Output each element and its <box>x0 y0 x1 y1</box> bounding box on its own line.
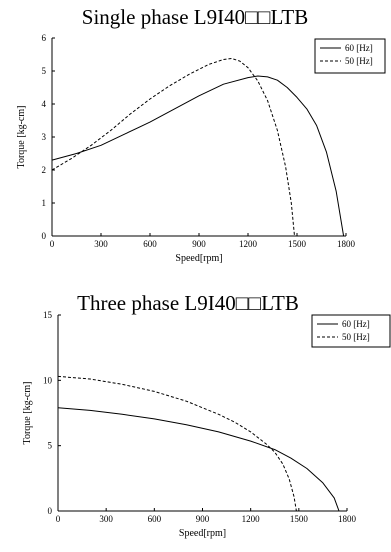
x-tick-label: 300 <box>94 239 108 249</box>
legend-label: 60 [Hz] <box>345 43 373 53</box>
series-line-60hz <box>51 75 345 237</box>
legend-box <box>314 38 386 74</box>
x-tick-label: 0 <box>56 514 61 524</box>
x-tick-label: 600 <box>148 514 162 524</box>
series-line-50hz <box>51 58 295 237</box>
legend: 60 [Hz] 50 [Hz] <box>314 38 386 74</box>
y-tick-label: 5 <box>48 441 53 451</box>
y-tick-label: 15 <box>43 310 53 320</box>
y-tick-label: 10 <box>43 375 53 385</box>
legend: 60 [Hz] 50 [Hz] <box>311 314 391 348</box>
y-tick-label: 3 <box>42 132 47 142</box>
x-tick-label: 900 <box>196 514 210 524</box>
legend-label: 50 [Hz] <box>345 56 373 66</box>
x-tick-label: 900 <box>192 239 206 249</box>
x-tick-label: 1500 <box>288 239 307 249</box>
legend-label: 50 [Hz] <box>342 332 370 342</box>
y-tick-label: 1 <box>42 198 47 208</box>
y-axis-label: Torque [kg-cm] <box>16 106 27 169</box>
x-tick-label: 600 <box>143 239 157 249</box>
series-line-50hz <box>57 375 297 512</box>
x-tick-label: 1800 <box>337 239 356 249</box>
legend-box <box>311 314 391 348</box>
y-tick-label: 6 <box>42 33 47 43</box>
x-tick-label: 1800 <box>338 514 357 524</box>
y-tick-label: 0 <box>48 506 53 516</box>
x-tick-label: 0 <box>50 239 55 249</box>
x-axis-label: Speed[rpm] <box>179 528 226 539</box>
series-line-60hz <box>57 407 340 512</box>
chart-title: Single phase L9I40□□LTB <box>82 5 308 29</box>
chart-title: Three phase L9I40□□LTB <box>77 291 299 315</box>
x-tick-label: 300 <box>99 514 113 524</box>
y-tick-label: 4 <box>42 99 47 109</box>
x-axis-label: Speed[rpm] <box>175 253 222 264</box>
y-tick-label: 5 <box>42 66 47 76</box>
legend-label: 60 [Hz] <box>342 319 370 329</box>
y-tick-label: 2 <box>42 165 47 175</box>
x-tick-label: 1200 <box>239 239 258 249</box>
chart-2: Three phase L9I40□□LTB 0 300 600 900 1200 1500… <box>22 291 391 539</box>
y-axis-label: Torque [kg-cm] <box>22 382 33 445</box>
y-tick-label: 0 <box>42 231 47 241</box>
x-tick-label: 1200 <box>242 514 261 524</box>
x-tick-label: 1500 <box>290 514 309 524</box>
